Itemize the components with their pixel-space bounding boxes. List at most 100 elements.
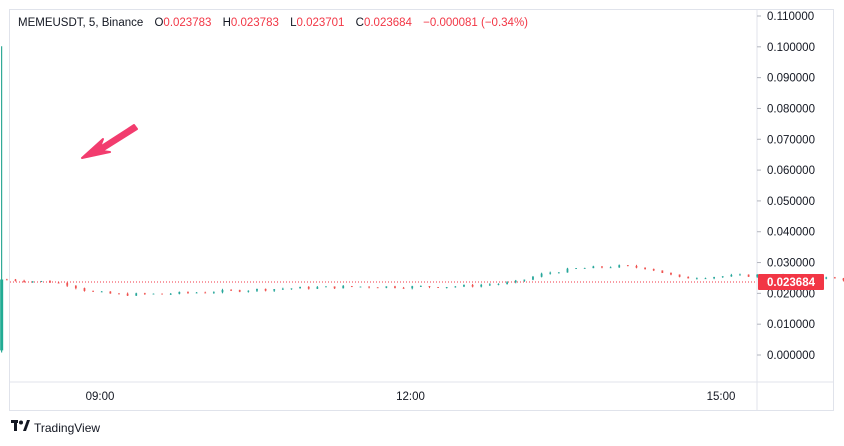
legend-open-value: 0.023783	[163, 17, 212, 29]
candle-body	[523, 279, 526, 281]
candle-body	[575, 268, 577, 270]
candle-body	[601, 266, 603, 268]
candle-body	[825, 277, 828, 279]
candle-body	[307, 286, 310, 289]
price-line: 0.023684	[10, 274, 824, 291]
candle-body	[652, 269, 655, 271]
candles	[0, 46, 844, 353]
candle-body	[109, 291, 112, 294]
candle-body	[704, 278, 707, 280]
candle-body	[273, 289, 276, 291]
candle-body	[31, 281, 34, 283]
candle-body	[178, 291, 181, 294]
legend-change-value: −0.000081 (−0.34%)	[423, 17, 528, 29]
candle-body	[437, 287, 439, 288]
candle-body	[66, 283, 69, 286]
y-tick-label: 0.020000	[767, 288, 815, 300]
candle-body	[730, 275, 733, 277]
candle-body	[592, 266, 595, 269]
candle-body	[678, 274, 681, 277]
y-tick-label: 0.090000	[767, 73, 815, 85]
candle-body	[695, 278, 698, 280]
chart-frame[interactable]	[9, 9, 834, 411]
candle-body	[583, 268, 586, 269]
candle-body	[204, 292, 207, 294]
candle-body	[488, 284, 491, 286]
footer-brand[interactable]: TradingView	[11, 420, 100, 435]
spike-candle-body	[0, 279, 4, 351]
candle-body	[74, 285, 77, 289]
candle-body	[471, 285, 474, 287]
candle-body	[419, 286, 422, 287]
candle-body	[549, 272, 552, 274]
y-tick-label: 0.000000	[767, 350, 815, 362]
candle-body	[497, 283, 500, 285]
candle-body	[411, 286, 414, 289]
candle-body	[92, 290, 94, 292]
y-tick-label: 0.060000	[767, 165, 815, 177]
candle-body	[368, 286, 370, 288]
candle-body	[394, 286, 396, 288]
candle-body	[100, 291, 103, 293]
candle-body	[83, 288, 86, 291]
candle-body	[118, 293, 120, 295]
candle-body	[756, 274, 759, 277]
y-tick-label: 0.100000	[767, 42, 815, 54]
candle-body	[169, 293, 172, 295]
last-price-label: 0.023684	[767, 277, 816, 289]
candle-body	[463, 285, 465, 287]
annotation-arrow-icon	[81, 124, 138, 159]
candle-body	[230, 289, 232, 291]
candle-body	[428, 286, 431, 288]
y-tick-label: 0.050000	[767, 196, 815, 208]
candle-body	[506, 282, 508, 284]
legend-symbol: MEMEUSDT, 5, Binance	[18, 17, 144, 29]
candle-body	[540, 273, 543, 277]
candle-body	[350, 286, 353, 287]
candle-body	[290, 288, 293, 290]
legend-close-label: C	[355, 17, 364, 29]
candle-body	[670, 272, 672, 275]
x-tick-label: 12:00	[396, 391, 425, 403]
y-tick-label: 0.110000	[767, 11, 814, 23]
candle-body	[739, 274, 741, 276]
candle-body	[143, 293, 146, 295]
candle-body	[532, 276, 534, 280]
candle-body	[161, 293, 163, 295]
candle-body	[842, 278, 844, 281]
candle-body	[644, 267, 646, 270]
candle-body	[833, 277, 836, 279]
candle-body	[23, 280, 25, 282]
candle-body	[376, 287, 379, 289]
candle-body	[264, 288, 267, 291]
axes: 0.110000 0.100000 0.090000 0.080000 0.070000…	[10, 10, 833, 410]
x-tick-label: 09:00	[86, 391, 115, 403]
candle-body	[687, 276, 690, 279]
candle-body	[57, 282, 60, 284]
ohlc-legend: MEMEUSDT, 5, Binance O0.023783 H0.023783…	[18, 17, 528, 29]
candle-body	[187, 291, 189, 293]
candle-body	[238, 290, 241, 292]
x-tick-label: 15:00	[707, 391, 736, 403]
candle-body	[713, 277, 715, 279]
legend-close-value: 0.023684	[363, 17, 412, 29]
candle-body	[221, 289, 224, 293]
y-tick-label: 0.030000	[767, 258, 815, 270]
candle-body	[618, 265, 621, 268]
candle-body	[480, 284, 483, 287]
candle-body	[557, 272, 560, 274]
candle-body	[14, 279, 17, 281]
candle-body	[445, 287, 448, 288]
y-tick-label: 0.010000	[767, 319, 815, 331]
legend-high-value: 0.023783	[230, 17, 279, 29]
candle-body	[721, 276, 724, 278]
candle-body	[359, 286, 362, 288]
candle-body	[212, 292, 215, 294]
candle-body	[135, 293, 138, 296]
candle-body	[402, 287, 405, 289]
annotation-arrow	[81, 124, 138, 159]
legend-low-label: L	[290, 17, 297, 29]
candle-body	[126, 293, 129, 296]
y-tick-label: 0.080000	[767, 103, 815, 115]
